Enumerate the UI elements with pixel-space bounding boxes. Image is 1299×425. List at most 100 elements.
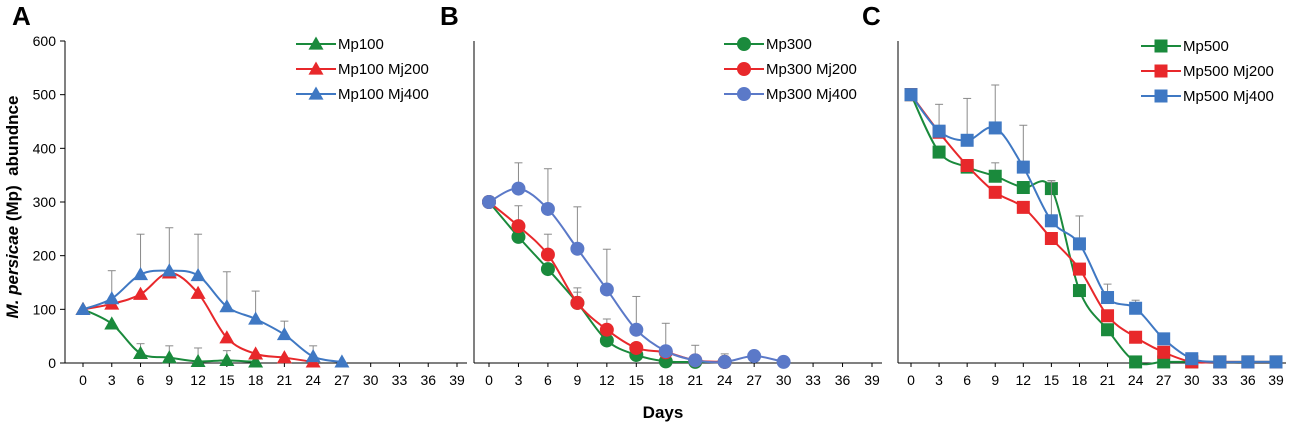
x-tick-label: 27 [746, 372, 762, 388]
data-point [219, 352, 235, 366]
legend-label: Mp300 Mj400 [766, 86, 857, 103]
data-point [540, 247, 555, 262]
series-mp100-mj400 [75, 227, 350, 368]
y-tick-label: 300 [33, 194, 57, 210]
x-tick-label: 9 [165, 372, 173, 388]
data-point [1157, 345, 1171, 359]
data-point [932, 145, 946, 159]
data-point [305, 349, 321, 363]
legend-label: Mp100 Mj200 [338, 61, 429, 78]
data-point [1016, 200, 1030, 214]
x-tick-label: 15 [629, 372, 645, 388]
x-tick-label: 3 [108, 372, 116, 388]
data-point [988, 169, 1002, 183]
legend-marker [737, 62, 751, 76]
data-point [1185, 352, 1199, 366]
data-point [219, 299, 235, 313]
data-point [511, 229, 526, 244]
data-point [1072, 284, 1086, 298]
legend-label: Mp500 Mj200 [1183, 63, 1274, 80]
legend-entry: Mp100 Mj200 [296, 61, 429, 78]
data-point [104, 291, 120, 305]
x-tick-label: 18 [248, 372, 264, 388]
data-point [540, 201, 555, 216]
data-point [1072, 237, 1086, 251]
legend-label: Mp300 [766, 36, 812, 53]
y-tick-label: 500 [33, 87, 57, 103]
data-point [75, 301, 91, 315]
legend-entry: Mp300 Mj400 [724, 86, 857, 103]
x-tick-label: 21 [687, 372, 703, 388]
data-point [688, 353, 703, 368]
x-tick-label: 39 [449, 372, 465, 388]
x-tick-label: 27 [334, 372, 350, 388]
legend-label: Mp100 [338, 36, 384, 53]
legend-marker [308, 36, 324, 50]
data-point [276, 350, 292, 364]
y-axis-label-species: M. persicae [3, 226, 22, 319]
data-point [248, 346, 264, 360]
x-tick-label: 39 [864, 372, 880, 388]
x-tick-label: 39 [1268, 372, 1284, 388]
data-point [1101, 291, 1115, 305]
series-mp500-mj200 [904, 88, 1283, 369]
data-point [190, 353, 206, 368]
x-tick-label: 18 [1072, 372, 1088, 388]
data-point [133, 266, 149, 281]
data-point [1269, 355, 1283, 369]
data-point [1101, 309, 1115, 323]
x-tick-label: 6 [963, 372, 971, 388]
data-point [219, 330, 235, 344]
x-tick-label: 24 [305, 372, 321, 388]
data-point [1241, 355, 1255, 369]
x-tick-label: 18 [658, 372, 674, 388]
legend-entry: Mp300 Mj200 [724, 61, 857, 78]
x-tick-label: 30 [776, 372, 792, 388]
legend-marker [1154, 39, 1168, 53]
legend-entry: Mp100 Mj400 [296, 86, 429, 103]
data-point [629, 322, 644, 337]
data-point [1129, 355, 1143, 369]
data-point [334, 354, 350, 368]
y-tick-label: 600 [33, 33, 57, 49]
data-point [248, 354, 264, 368]
data-point [932, 124, 946, 138]
panel-letter-a: A [12, 1, 31, 31]
legend-entry: Mp100 [296, 36, 384, 53]
data-point [658, 344, 673, 359]
y-tick-label: 400 [33, 140, 57, 156]
data-point [161, 350, 177, 364]
legend-entry: Mp300 [724, 36, 812, 53]
y-axis-label-rest: (Mp) abundnce [3, 96, 22, 226]
x-tick-label: 15 [1044, 372, 1060, 388]
legend-marker [1154, 64, 1168, 78]
data-point [1016, 181, 1030, 195]
legend-entry: Mp500 Mj200 [1141, 63, 1274, 80]
series-mp500-mj400 [904, 84, 1283, 369]
data-point [133, 345, 149, 359]
x-tick-label: 3 [515, 372, 523, 388]
y-tick-label: 200 [33, 248, 57, 264]
data-point [1213, 355, 1227, 369]
data-point [161, 263, 177, 277]
x-tick-label: 30 [363, 372, 379, 388]
data-point [599, 282, 614, 297]
x-tick-label: 36 [420, 372, 436, 388]
x-tick-label: 6 [544, 372, 552, 388]
data-point [248, 311, 264, 325]
data-point [540, 262, 555, 277]
data-point [190, 285, 206, 299]
legend-marker [308, 86, 324, 100]
legend-label: Mp300 Mj200 [766, 61, 857, 78]
series-mp300-mj400 [482, 162, 791, 369]
data-point [1016, 160, 1030, 174]
x-tick-label: 9 [573, 372, 581, 388]
data-point [717, 354, 732, 369]
data-point [1072, 262, 1086, 276]
data-point [776, 354, 791, 369]
x-tick-label: 6 [137, 372, 145, 388]
panel-letter-b: B [440, 1, 459, 31]
